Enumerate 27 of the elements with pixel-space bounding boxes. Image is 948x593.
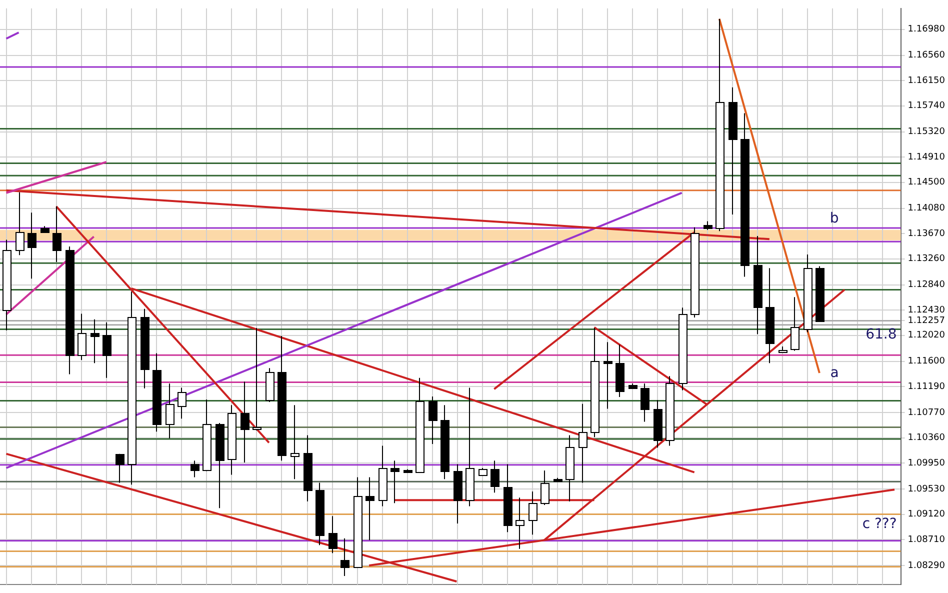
y-tick-label: 1.08290 — [908, 560, 946, 571]
y-tick-label: 1.10770 — [908, 408, 946, 418]
y-tick-label: 1.13670 — [908, 228, 946, 239]
y-tick-label: 1.16560 — [908, 50, 946, 61]
y-tick-label: 1.09530 — [908, 484, 946, 494]
y-tick-label: 1.09120 — [908, 510, 946, 520]
y-tick-label: 1.10360 — [908, 433, 946, 444]
y-tick-label: 1.09950 — [908, 458, 946, 468]
y-tick-label: 1.12257 — [908, 316, 945, 326]
y-tick-label: 1.14500 — [908, 178, 946, 188]
y-tick-label: 1.14910 — [908, 152, 946, 162]
y-tick-label: 1.12840 — [908, 280, 946, 290]
ref-line-label: a — [830, 364, 839, 381]
y-tick-label: 1.14080 — [908, 204, 946, 214]
y-tick-label: 1.11190 — [908, 382, 946, 392]
y-tick-label: 1.11600 — [908, 356, 946, 367]
y-tick-label: 1.12430 — [908, 305, 946, 316]
annotation: c ??? — [862, 516, 897, 532]
y-tick-label: 1.13260 — [908, 254, 946, 264]
y-tick-label: 1.12020 — [908, 330, 946, 341]
y-tick-label: 1.15740 — [908, 101, 946, 112]
annotation: 61.8 — [866, 326, 897, 343]
y-tick-label: 1.08710 — [908, 534, 946, 545]
y-tick-label: 1.15320 — [908, 127, 946, 138]
y-tick-label: 1.16150 — [908, 76, 946, 86]
y-tick-label: 1.16980 — [908, 24, 946, 35]
ref-line-label: b — [830, 210, 839, 227]
